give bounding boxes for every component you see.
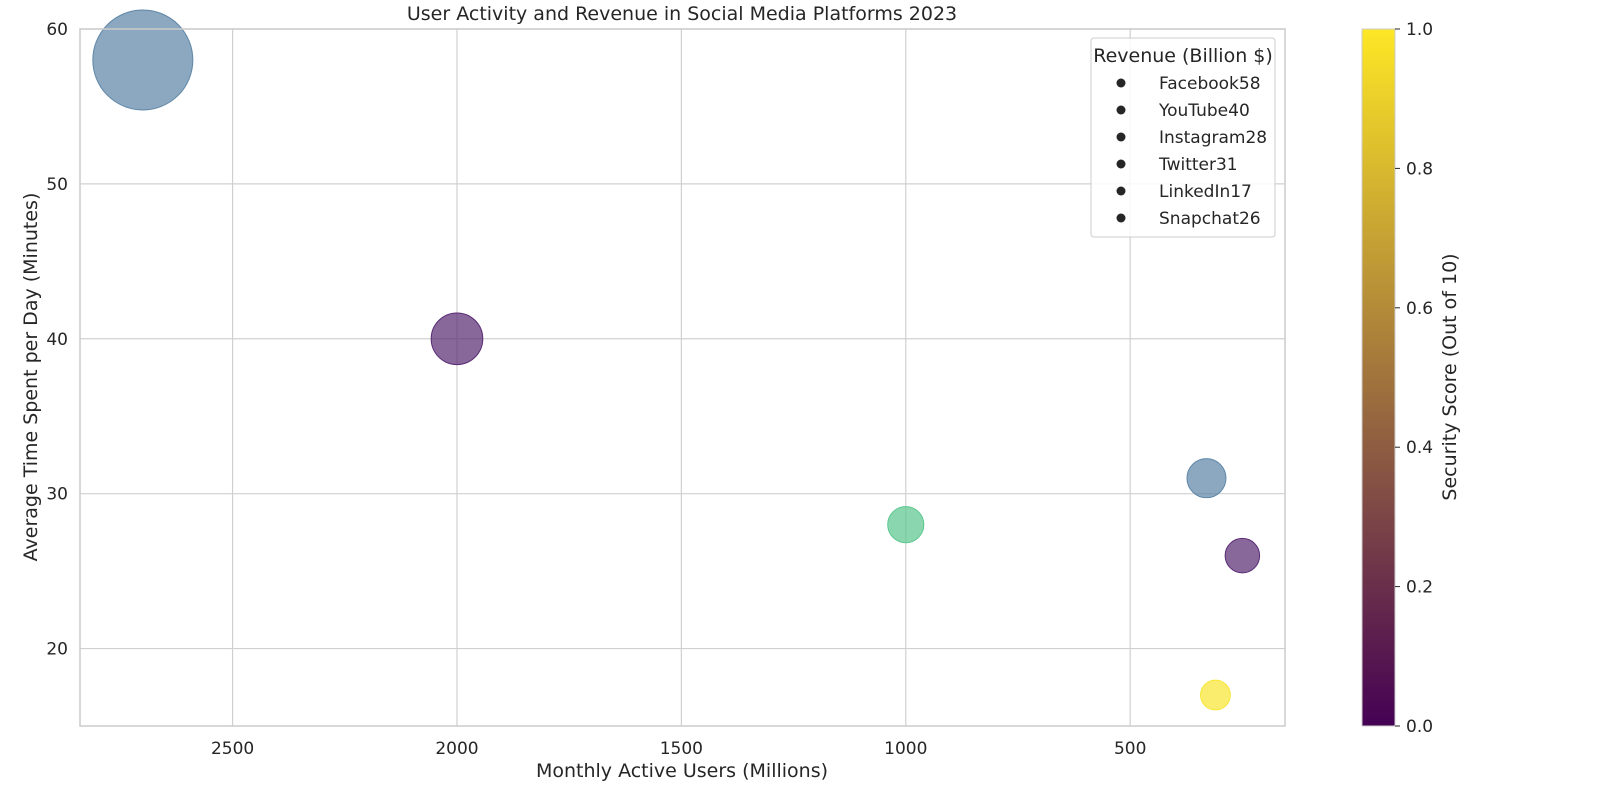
chart-title: User Activity and Revenue in Social Medi… — [407, 3, 957, 25]
colorbar-tick-label: 0.6 — [1406, 299, 1433, 319]
x-axis-ticks: 2500 2000 1500 1000 500 — [211, 739, 1146, 759]
point-snapchat — [1224, 537, 1261, 574]
legend-marker — [1116, 78, 1126, 88]
colorbar-frame — [1361, 28, 1396, 727]
legend-marker — [1116, 159, 1126, 169]
point-facebook — [92, 9, 194, 111]
y-tick-label: 30 — [46, 485, 68, 505]
point-instagram — [887, 506, 925, 544]
colorbar-gradient — [1362, 29, 1395, 726]
y-tick-label: 50 — [46, 175, 68, 195]
colorbar-tick-label: 0.4 — [1406, 438, 1433, 458]
colorbar-tick-label: 0.8 — [1406, 159, 1433, 179]
y-tick-label: 40 — [46, 330, 68, 350]
legend-entry-label: Instagram28 — [1159, 128, 1267, 148]
legend-title: Revenue (Billion $) — [1093, 45, 1273, 67]
y-axis-ticks: 20 30 40 50 60 — [46, 20, 68, 660]
x-tick-label: 500 — [1114, 739, 1146, 759]
legend-entry-label: LinkedIn17 — [1159, 182, 1252, 202]
colorbar-tick-label: 1.0 — [1406, 20, 1433, 40]
y-tick-label: 20 — [46, 640, 68, 660]
x-tick-label: 2500 — [211, 739, 254, 759]
point-linkedin — [1200, 679, 1231, 711]
legend-entry-label: Twitter31 — [1158, 155, 1238, 175]
legend-entry-label: Facebook58 — [1159, 74, 1261, 94]
legend-box — [1090, 37, 1276, 238]
data-points — [92, 9, 1261, 711]
plot-frame — [79, 28, 1286, 727]
legend-marker — [1116, 105, 1126, 115]
point-twitter — [1186, 458, 1227, 499]
legend-entry-label: YouTube40 — [1158, 101, 1250, 121]
legend-entries: Facebook58 YouTube40 Instagram28 Twitter31 L… — [1116, 74, 1267, 229]
colorbar-ticks: 0.0 0.2 0.4 0.6 0.8 1.0 — [1395, 20, 1433, 737]
x-tick-label: 2000 — [435, 739, 478, 759]
legend-entry-label: Snapchat26 — [1159, 209, 1261, 229]
x-tick-label: 1000 — [884, 739, 927, 759]
legend-marker — [1116, 186, 1126, 196]
legend: Revenue (Billion $) Facebook58 YouTube40 I… — [1090, 37, 1276, 238]
y-axis-label: Average Time Spent per Day (Minutes) — [20, 193, 42, 562]
colorbar-tick-label: 0.0 — [1406, 717, 1433, 737]
colorbar-label: Security Score (Out of 10) — [1439, 253, 1461, 500]
point-youtube — [430, 312, 484, 366]
legend-marker — [1116, 132, 1126, 142]
x-tick-label: 1500 — [660, 739, 703, 759]
colorbar: 0.0 0.2 0.4 0.6 0.8 1.0 Security Score (Out o… — [1361, 20, 1461, 737]
x-axis-label: Monthly Active Users (Millions) — [536, 760, 828, 782]
colorbar-tick-label: 0.2 — [1406, 578, 1433, 598]
y-tick-label: 60 — [46, 20, 68, 40]
legend-marker — [1116, 213, 1126, 223]
